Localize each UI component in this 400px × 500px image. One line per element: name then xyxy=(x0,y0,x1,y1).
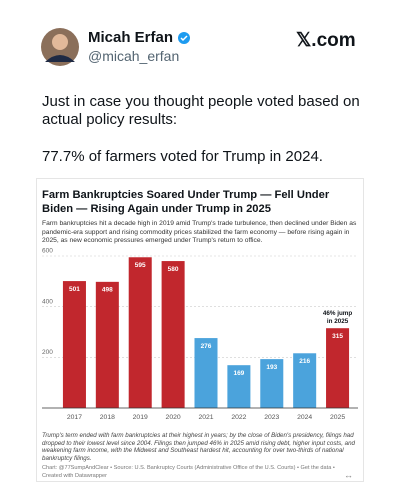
avatar-body xyxy=(45,55,75,62)
x-tick-label: 2021 xyxy=(198,414,213,421)
chart-source: Chart: @77SumpAndClear • Source: U.S. Ba… xyxy=(42,465,335,471)
tweet-text: Just in case you thought people voted ba… xyxy=(42,93,360,128)
chart: 200 400 600 2017 501 2018 498 2019 595 2020 580 202… xyxy=(42,248,358,421)
site-logo: 𝕏.com xyxy=(296,30,356,51)
x-tick-label: 2024 xyxy=(297,414,312,421)
x-tick-label: 2017 xyxy=(67,414,82,421)
annotation: 46% jump in 2025 xyxy=(322,310,353,325)
chart-credit: Created with Datawrapper xyxy=(42,473,107,479)
x-tick-label: 2019 xyxy=(133,414,148,421)
bar xyxy=(128,257,152,408)
value-label: 501 xyxy=(69,286,80,293)
expand-icon[interactable]: ↔ xyxy=(344,470,353,480)
x-tick-label: 2018 xyxy=(100,414,115,421)
value-label: 595 xyxy=(135,262,146,269)
value-label: 169 xyxy=(233,370,244,377)
bar xyxy=(62,281,86,408)
x-tick-label: 2023 xyxy=(264,414,279,421)
tweet-text: 77.7% of farmers voted for Trump in 2024… xyxy=(42,148,323,165)
chart-title: Farm Bankruptcies Soared Under Trump — F… xyxy=(42,189,330,215)
value-label: 216 xyxy=(299,358,310,365)
value-label: 276 xyxy=(201,343,212,350)
bar xyxy=(95,281,119,408)
x-tick-label: 2020 xyxy=(166,414,181,421)
y-tick-label: 600 xyxy=(42,248,53,255)
bar xyxy=(293,353,317,408)
chart-subtitle: Farm bankruptcies hit a decade high in 2… xyxy=(42,220,357,245)
value-label: 315 xyxy=(332,333,343,340)
value-label: 193 xyxy=(266,364,277,371)
bar xyxy=(227,365,251,408)
header-graphics xyxy=(41,28,190,66)
value-label: 580 xyxy=(168,266,179,273)
chart-card xyxy=(36,178,364,482)
value-label: 498 xyxy=(102,287,113,294)
bar xyxy=(194,338,218,408)
avatar-face xyxy=(52,34,68,50)
x-tick-label: 2025 xyxy=(330,414,345,421)
verified-check xyxy=(180,35,188,42)
author-name: Micah Erfan xyxy=(88,29,174,46)
chart-note: Trump's term ended with farm bankruptcie… xyxy=(42,432,356,462)
author-handle: @micah_erfan xyxy=(88,48,180,64)
bar xyxy=(260,359,284,408)
x-tick-label: 2022 xyxy=(231,414,246,421)
bar xyxy=(326,328,350,408)
bar xyxy=(161,261,185,408)
y-tick-label: 200 xyxy=(42,349,53,356)
y-tick-label: 400 xyxy=(42,298,53,305)
